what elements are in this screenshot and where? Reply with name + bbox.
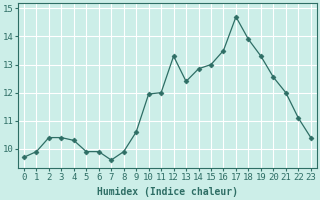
X-axis label: Humidex (Indice chaleur): Humidex (Indice chaleur) bbox=[97, 187, 238, 197]
